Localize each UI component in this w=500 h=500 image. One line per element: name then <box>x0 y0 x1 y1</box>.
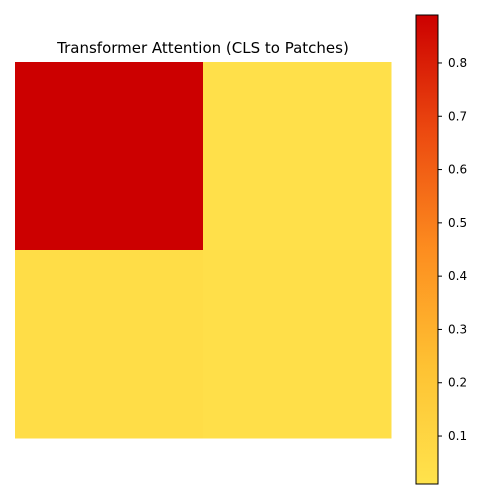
heatmap-cells <box>15 62 392 439</box>
colorbar-tick-label: 0.3 <box>448 322 467 336</box>
chart-title: Transformer Attention (CLS to Patches) <box>56 39 349 57</box>
colorbar-gradient <box>415 14 439 485</box>
colorbar-tick-label: 0.7 <box>448 109 467 123</box>
colorbar-tick-label: 0.6 <box>448 163 467 177</box>
colorbar-tick-label: 0.1 <box>448 429 467 443</box>
colorbar-ticks: 0.1 0.2 0.3 0.4 0.5 0.6 0.7 0.8 <box>438 56 467 443</box>
colorbar: 0.1 0.2 0.3 0.4 0.5 0.6 0.7 0.8 <box>415 14 467 485</box>
colorbar-tick-label: 0.4 <box>448 269 467 283</box>
heatmap-cell-r1-c0 <box>15 250 204 439</box>
colorbar-tick-label: 0.8 <box>448 56 467 70</box>
heatmap-cell-r0-c0 <box>15 62 204 251</box>
heatmap-cell-r0-c1 <box>203 62 392 251</box>
heatmap-cell-r1-c1 <box>203 250 392 439</box>
colorbar-tick-label: 0.5 <box>448 216 467 230</box>
colorbar-tick-label: 0.2 <box>448 376 467 390</box>
